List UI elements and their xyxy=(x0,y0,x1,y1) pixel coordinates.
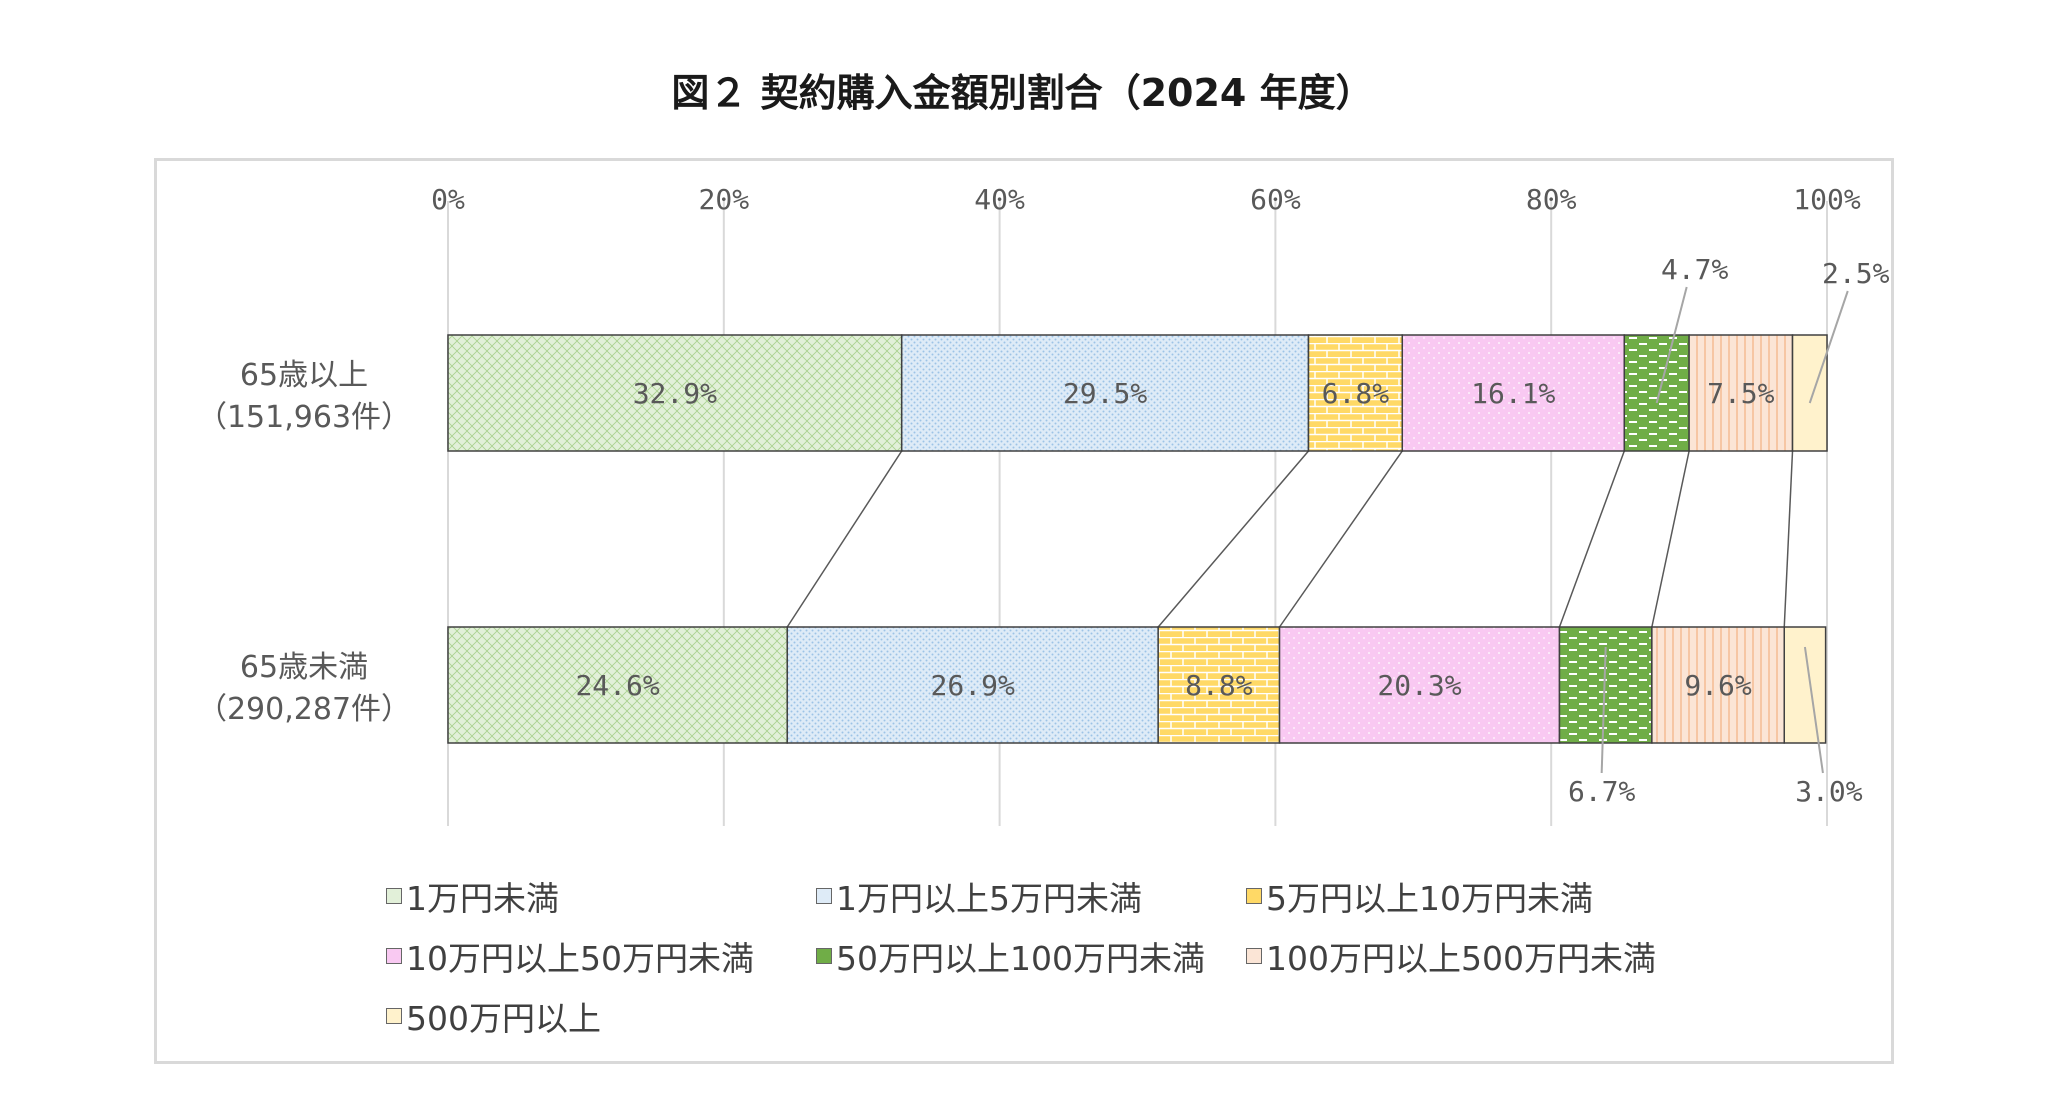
legend-swatch xyxy=(816,888,832,904)
category-count: （151,963件） xyxy=(197,400,411,435)
series-connector xyxy=(786,450,903,628)
legend-label: 100万円以上500万円未満 xyxy=(1266,939,1656,978)
data-label: 2.5% xyxy=(1822,257,1890,290)
series-connector xyxy=(1278,450,1403,628)
bar-segment xyxy=(1783,626,1827,744)
x-tick-label: 60% xyxy=(1250,183,1301,216)
legend-swatch xyxy=(816,948,832,964)
legend-item: 1万円以上5万円未満 xyxy=(816,872,1142,920)
legend-label: 1万円以上5万円未満 xyxy=(836,879,1142,918)
series-connector xyxy=(1558,450,1625,628)
legend-item: 1万円未満 xyxy=(386,872,559,920)
data-label: 20.3% xyxy=(1377,669,1461,702)
legend-item: 50万円以上100万円未満 xyxy=(816,932,1205,980)
legend-item: 100万円以上500万円未満 xyxy=(1246,932,1656,980)
x-tick-label: 100% xyxy=(1793,183,1861,216)
series-connector xyxy=(1157,450,1310,628)
bar-segment xyxy=(1558,626,1653,744)
bar-segment xyxy=(447,334,903,452)
data-label: 6.7% xyxy=(1568,775,1636,808)
data-label: 7.5% xyxy=(1707,377,1775,410)
category-labels: 65歳以上 （151,963件） 65歳未満 （290,287件） xyxy=(197,358,411,727)
data-label: 24.6% xyxy=(575,669,659,702)
bar-segment xyxy=(1688,334,1794,452)
bar-segment xyxy=(447,626,788,744)
data-label: 32.9% xyxy=(633,377,717,410)
data-label: 4.7% xyxy=(1661,253,1729,286)
legend-label: 10万円以上50万円未満 xyxy=(406,939,754,978)
x-tick-label: 20% xyxy=(699,183,750,216)
bar-segment xyxy=(786,626,1159,744)
data-label: 8.8% xyxy=(1185,669,1253,702)
bar-segment xyxy=(1623,334,1690,452)
legend-item: 5万円以上10万円未満 xyxy=(1246,872,1593,920)
bars xyxy=(447,334,1828,744)
legend-swatch xyxy=(386,1008,402,1024)
leader-line xyxy=(1803,646,1824,774)
data-labels: 32.9% 29.5% 6.8% 16.1% 4.7% 7.5% 2.5% 24.6% 26.9… xyxy=(575,253,1889,808)
data-label: 3.0% xyxy=(1795,775,1863,808)
data-label: 29.5% xyxy=(1063,377,1147,410)
category-count: （290,287件） xyxy=(197,692,411,727)
legend-item: 500万円以上 xyxy=(386,992,601,1040)
leader-line xyxy=(1655,286,1688,404)
bar-segment xyxy=(1278,626,1561,744)
x-tick-label: 40% xyxy=(974,183,1025,216)
bar-segment xyxy=(1791,334,1828,452)
stacked-bar-chart: 0% 20% 40% 60% 80% 100% 32.9% 29.5% 6.8% 16.1% 4.… xyxy=(197,183,1890,826)
data-label: 9.6% xyxy=(1684,669,1752,702)
legend-swatch xyxy=(1246,948,1262,964)
bar-segment xyxy=(1651,626,1786,744)
legend-label: 1万円未満 xyxy=(406,879,559,918)
data-label: 16.1% xyxy=(1471,377,1555,410)
series-connector xyxy=(1783,450,1794,628)
series-connector xyxy=(1651,450,1690,628)
chart-title: 図２ 契約購入金額別割合（2024 年度） xyxy=(671,71,1374,115)
data-label: 6.8% xyxy=(1322,377,1390,410)
bar-segment xyxy=(1401,334,1626,452)
category-label: 65歳未満 xyxy=(240,650,368,685)
x-tick-label: 80% xyxy=(1526,183,1577,216)
x-tick-label: 0% xyxy=(431,183,465,216)
legend-label: 50万円以上100万円未満 xyxy=(836,939,1205,978)
legend-swatch xyxy=(1246,888,1262,904)
category-label: 65歳以上 xyxy=(240,358,368,393)
series-connectors xyxy=(786,450,1794,628)
data-label: 26.9% xyxy=(931,669,1015,702)
x-axis-ticks: 0% 20% 40% 60% 80% 100% xyxy=(431,183,1861,216)
legend-swatch xyxy=(386,888,402,904)
legend-label: 5万円以上10万円未満 xyxy=(1266,879,1593,918)
legend-label: 500万円以上 xyxy=(406,999,601,1038)
chart-frame: 0% 20% 40% 60% 80% 100% 32.9% 29.5% 6.8% 16.1% 4.… xyxy=(154,158,1894,1064)
legend-swatch xyxy=(386,948,402,964)
legend-item: 10万円以上50万円未満 xyxy=(386,932,754,980)
leader-line xyxy=(1808,290,1849,404)
bar-segment xyxy=(1157,626,1281,744)
leader-line xyxy=(1600,646,1607,774)
